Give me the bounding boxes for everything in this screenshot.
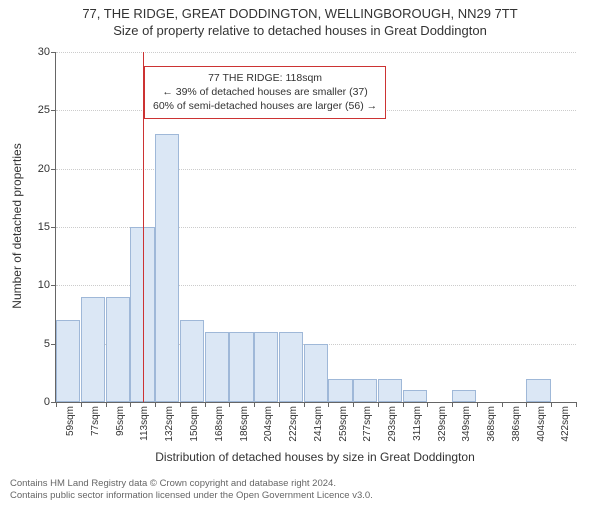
xtick-label: 311sqm [412, 406, 423, 441]
xtick-label: 113sqm [139, 406, 150, 441]
xtick-label: 404sqm [536, 406, 547, 442]
ytick-label: 15 [20, 221, 50, 233]
histogram-bar [180, 320, 204, 402]
chart-area: 59sqm77sqm95sqm113sqm132sqm150sqm168sqm1… [55, 52, 575, 402]
xtick-label: 95sqm [115, 406, 126, 436]
ytick-label: 25 [20, 104, 50, 116]
xtick-label: 329sqm [437, 406, 448, 442]
xtick-label: 277sqm [362, 406, 373, 442]
xtick-mark [205, 402, 206, 407]
xtick-mark [254, 402, 255, 407]
page-title-2: Size of property relative to detached ho… [0, 23, 600, 38]
plot-area: 59sqm77sqm95sqm113sqm132sqm150sqm168sqm1… [55, 52, 576, 403]
xtick-label: 132sqm [164, 406, 175, 442]
ytick-mark [51, 227, 56, 228]
xtick-mark [304, 402, 305, 407]
xtick-label: 422sqm [560, 406, 571, 442]
info-box-line: ← 39% of detached houses are smaller (37… [153, 85, 377, 99]
xtick-mark [378, 402, 379, 407]
ytick-label: 0 [20, 396, 50, 408]
histogram-bar [403, 390, 427, 402]
xtick-label: 59sqm [65, 406, 76, 436]
ytick-label: 10 [20, 279, 50, 291]
histogram-bar [526, 379, 550, 402]
ytick-label: 30 [20, 46, 50, 58]
xtick-label: 386sqm [511, 406, 522, 442]
histogram-bar [56, 320, 80, 402]
histogram-bar [279, 332, 303, 402]
histogram-bar [254, 332, 278, 402]
gridline [56, 52, 576, 53]
xtick-label: 349sqm [461, 406, 472, 442]
ytick-label: 20 [20, 163, 50, 175]
xtick-mark [279, 402, 280, 407]
xtick-mark [106, 402, 107, 407]
x-axis-title: Distribution of detached houses by size … [55, 450, 575, 464]
ytick-mark [51, 169, 56, 170]
xtick-mark [56, 402, 57, 407]
histogram-bar [155, 134, 179, 402]
xtick-label: 222sqm [288, 406, 299, 442]
xtick-mark [155, 402, 156, 407]
histogram-bar [106, 297, 130, 402]
xtick-mark [452, 402, 453, 407]
info-box-line: 77 THE RIDGE: 118sqm [153, 71, 377, 85]
xtick-mark [477, 402, 478, 407]
xtick-mark [81, 402, 82, 407]
xtick-mark [403, 402, 404, 407]
xtick-label: 368sqm [486, 406, 497, 442]
xtick-label: 77sqm [90, 406, 101, 436]
footer-line-2: Contains public sector information licen… [10, 490, 373, 502]
xtick-mark [353, 402, 354, 407]
xtick-mark [130, 402, 131, 407]
xtick-label: 150sqm [189, 406, 200, 442]
ytick-mark [51, 110, 56, 111]
ytick-mark [51, 52, 56, 53]
xtick-mark [502, 402, 503, 407]
histogram-bar [353, 379, 377, 402]
xtick-label: 204sqm [263, 406, 274, 442]
xtick-label: 241sqm [313, 406, 324, 442]
xtick-mark [180, 402, 181, 407]
xtick-mark [576, 402, 577, 407]
ytick-mark [51, 285, 56, 286]
info-box-line: 60% of semi-detached houses are larger (… [153, 99, 377, 113]
histogram-bar [378, 379, 402, 402]
xtick-mark [229, 402, 230, 407]
xtick-label: 293sqm [387, 406, 398, 442]
ytick-label: 5 [20, 338, 50, 350]
xtick-mark [427, 402, 428, 407]
page-title-1: 77, THE RIDGE, GREAT DODDINGTON, WELLING… [0, 6, 600, 21]
footer-line-1: Contains HM Land Registry data © Crown c… [10, 478, 373, 490]
histogram-bar [229, 332, 253, 402]
property-info-box: 77 THE RIDGE: 118sqm← 39% of detached ho… [144, 66, 386, 119]
xtick-label: 168sqm [214, 406, 225, 442]
histogram-bar [328, 379, 352, 402]
xtick-label: 259sqm [338, 406, 349, 442]
gridline [56, 169, 576, 170]
histogram-bar [304, 344, 328, 402]
xtick-label: 186sqm [239, 406, 250, 442]
histogram-bar [205, 332, 229, 402]
xtick-mark [526, 402, 527, 407]
xtick-mark [328, 402, 329, 407]
footer-attribution: Contains HM Land Registry data © Crown c… [10, 478, 373, 502]
xtick-mark [551, 402, 552, 407]
histogram-bar [452, 390, 476, 402]
histogram-bar [81, 297, 105, 402]
